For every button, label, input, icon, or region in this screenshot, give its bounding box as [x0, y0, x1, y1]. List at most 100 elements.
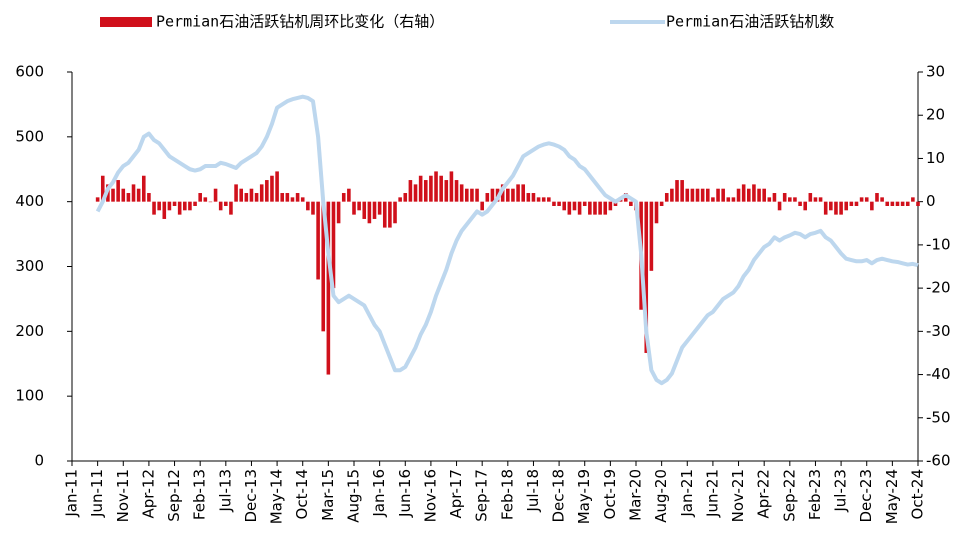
bar — [608, 201, 613, 211]
bar — [141, 175, 146, 202]
legend-label: Permian石油活跃钻机周环比变化（右轴） — [156, 13, 444, 31]
bar — [588, 201, 592, 215]
bar — [254, 193, 259, 202]
legend-label: Permian石油活跃钻机数 — [666, 13, 834, 31]
x-tick-label: Apr-22 — [755, 469, 773, 519]
bar — [700, 188, 705, 202]
bar — [485, 193, 490, 202]
bar — [798, 201, 802, 206]
bar — [762, 188, 766, 202]
bar — [413, 184, 418, 202]
x-tick-label: Dec-13 — [242, 469, 260, 523]
bar — [490, 188, 495, 202]
bar — [100, 175, 105, 202]
bar — [311, 201, 315, 215]
bar — [782, 193, 787, 202]
bar — [203, 197, 208, 202]
bar — [752, 184, 756, 202]
legend-swatch — [100, 17, 152, 27]
bar — [541, 197, 546, 202]
bar — [270, 175, 274, 202]
bar — [757, 188, 761, 202]
bar — [167, 201, 172, 211]
bar — [408, 180, 413, 202]
bar — [864, 197, 869, 202]
x-tick-label: Dec-18 — [550, 469, 568, 523]
bar — [531, 193, 536, 202]
x-tick-label: Feb-13 — [191, 469, 209, 520]
bar — [690, 188, 695, 202]
bar — [316, 201, 320, 280]
bar — [321, 201, 326, 332]
bar — [567, 201, 572, 215]
bar — [382, 201, 387, 228]
bar — [557, 201, 561, 206]
bar — [685, 188, 690, 202]
bar — [111, 188, 115, 202]
bar — [465, 188, 469, 202]
bar — [726, 197, 731, 202]
bar — [239, 188, 243, 202]
bar — [593, 201, 597, 215]
x-tick-label: Oct-24 — [909, 469, 927, 519]
bar — [234, 184, 238, 202]
bar — [536, 197, 541, 202]
bar — [341, 193, 346, 202]
y2-tick-label: 30 — [926, 63, 945, 81]
y2-tick-label: 0 — [926, 192, 936, 210]
bar — [480, 201, 484, 211]
bar — [675, 180, 679, 202]
bar — [767, 197, 772, 202]
bar — [521, 184, 525, 202]
bar — [218, 201, 223, 211]
bar — [434, 171, 438, 202]
bar — [813, 197, 818, 202]
bar — [475, 188, 479, 202]
bar — [890, 201, 895, 206]
bar — [670, 188, 674, 202]
bar — [439, 175, 443, 202]
bar — [839, 201, 843, 215]
bar — [388, 201, 392, 228]
bar — [506, 188, 510, 202]
bar — [582, 201, 587, 206]
bar — [613, 201, 618, 206]
x-tick-label: Feb-18 — [498, 469, 516, 520]
x-tick-label: Jun-11 — [88, 469, 106, 518]
bar — [716, 188, 720, 202]
bar — [823, 201, 828, 215]
bar — [357, 201, 361, 211]
bar — [347, 188, 351, 202]
x-tick-label: Feb-23 — [806, 469, 824, 520]
bar — [398, 197, 402, 202]
y2-tick-label: -60 — [926, 452, 951, 470]
bar — [875, 193, 879, 202]
bar — [741, 184, 746, 202]
bar — [854, 201, 859, 206]
bar — [598, 201, 602, 215]
bar — [793, 197, 797, 202]
bar — [152, 201, 156, 215]
bar — [362, 201, 367, 219]
bar — [157, 201, 161, 211]
y-tick-label: 0 — [34, 452, 44, 470]
y2-tick-label: 20 — [926, 106, 945, 124]
bar — [306, 201, 310, 211]
x-tick-label: Mar-20 — [627, 469, 645, 521]
x-tick-label: Jul-13 — [216, 469, 234, 513]
x-tick-label: Jun-21 — [703, 469, 721, 518]
bar — [147, 193, 151, 202]
bar — [418, 175, 423, 202]
x-tick-label: Nov-11 — [114, 469, 132, 522]
bar — [126, 193, 131, 202]
bar — [372, 201, 377, 219]
bar — [572, 201, 577, 211]
y-tick-label: 200 — [15, 322, 44, 340]
bar — [403, 193, 408, 202]
x-tick-label: Sep-12 — [165, 469, 183, 522]
bar — [511, 188, 515, 202]
bar — [711, 197, 715, 202]
x-tick-label: Jul-18 — [524, 469, 542, 513]
bar — [721, 188, 725, 202]
bar — [829, 201, 833, 211]
